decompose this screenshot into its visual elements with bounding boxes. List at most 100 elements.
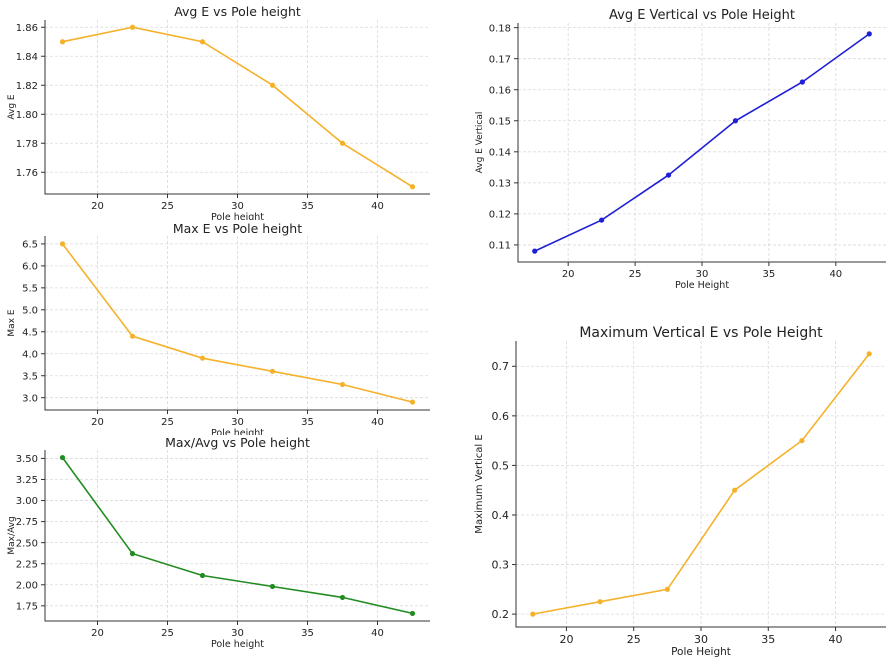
y-tick-label: 0.13 <box>489 178 511 189</box>
y-tick-label: 0.15 <box>489 116 511 127</box>
x-tick-label: 25 <box>161 201 174 212</box>
data-point <box>409 399 416 405</box>
data-point <box>59 454 66 461</box>
y-tick-label: 6.0 <box>22 261 38 272</box>
x-tick-label: 30 <box>231 201 244 212</box>
x-tick-label: 35 <box>763 269 776 280</box>
x-tick-label: 25 <box>629 269 642 280</box>
y-tick-label: 3.50 <box>16 454 38 465</box>
y-tick-label: 4.5 <box>22 327 38 338</box>
x-tick-label: 25 <box>627 633 641 646</box>
x-axis-label: Pole height <box>211 428 264 435</box>
y-tick-label: 0.16 <box>489 85 511 96</box>
axis-frame <box>515 341 886 628</box>
chart-max-vertical-e: 20 25 30 35 40 0.2 0.3 0.4 0.5 0.6 0.7 Maximum Vert… <box>474 325 886 658</box>
y-axis-label: Avg E <box>7 94 17 120</box>
y-tick-label: 0.12 <box>489 209 511 220</box>
data-point <box>599 217 605 223</box>
data-point <box>532 248 538 254</box>
series-line <box>61 243 413 403</box>
x-tick-label: 40 <box>371 417 384 428</box>
y-axis-label: Max E <box>7 309 17 336</box>
y-tick-label: 5.0 <box>22 305 38 316</box>
y-tick-label: 0.5 <box>492 459 510 472</box>
y-tick-label: 4.0 <box>22 349 38 360</box>
data-point <box>866 351 872 357</box>
data-point <box>530 611 536 617</box>
x-tick-label: 35 <box>301 417 314 428</box>
y-tick-label: 0.4 <box>492 509 510 522</box>
gridlines <box>518 23 886 262</box>
y-tick-label: 0.7 <box>492 360 510 373</box>
x-tick-label: 40 <box>829 633 843 646</box>
chart-avg-e: 20 25 30 35 40 1.76 1.78 1.80 1.82 1.84 1.86 Avg E … <box>7 4 430 220</box>
data-point <box>665 172 672 178</box>
x-tick-label: 20 <box>562 269 575 280</box>
y-tick-label: 2.25 <box>16 559 38 570</box>
series-line <box>532 353 870 615</box>
data-point <box>732 118 739 124</box>
y-tick-label: 1.75 <box>16 601 38 612</box>
x-tick-label: 30 <box>696 269 709 280</box>
axis-frame <box>44 20 430 195</box>
y-tick-label: 1.76 <box>16 168 38 179</box>
axis-frame <box>44 236 430 411</box>
y-tick-label: 0.14 <box>489 147 511 158</box>
gridlines <box>45 450 430 621</box>
chart-title: Max E vs Pole height <box>173 221 302 236</box>
chart-max-e: 20 25 30 35 40 3.0 3.5 4.0 4.5 5.0 5.5 6.0 6.5 Max E … <box>7 221 430 435</box>
data-point <box>866 31 872 37</box>
x-tick-label: 35 <box>301 628 314 639</box>
y-axis-label: Avg E Vertical <box>475 112 485 174</box>
data-point <box>732 487 738 493</box>
x-tick-label: 40 <box>829 269 842 280</box>
data-point <box>269 82 276 88</box>
data-point <box>59 39 66 45</box>
y-tick-label: 1.80 <box>16 110 38 121</box>
data-point <box>799 438 805 444</box>
y-axis-label: Max/Avg <box>7 516 17 554</box>
y-tick-label: 1.84 <box>16 52 38 63</box>
x-tick-label: 30 <box>231 417 244 428</box>
y-tick-label: 6.5 <box>22 240 38 251</box>
data-point <box>664 586 670 592</box>
y-tick-label: 0.18 <box>489 23 511 34</box>
x-tick-label: 40 <box>371 628 384 639</box>
y-tick-label: 3.0 <box>22 393 38 404</box>
y-tick-label: 3.25 <box>16 475 38 486</box>
data-point <box>339 140 346 146</box>
y-tick-label: 0.11 <box>489 241 511 252</box>
chart-title: Max/Avg vs Pole height <box>165 435 310 450</box>
y-tick-label: 1.82 <box>16 81 38 92</box>
data-point <box>339 381 346 388</box>
y-tick-label: 1.86 <box>16 23 38 34</box>
data-point <box>339 594 346 601</box>
data-point <box>59 241 66 247</box>
y-tick-label: 0.6 <box>492 410 510 423</box>
x-tick-label: 25 <box>161 628 174 639</box>
chart-title: Avg E Vertical vs Pole Height <box>609 8 795 23</box>
chart-avg-e-vertical: 20 25 30 35 40 0.11 0.12 0.13 0.14 0.15 0.16 0.17 0.… <box>475 8 886 290</box>
gridlines <box>45 236 430 410</box>
x-axis-label: Pole Height <box>671 646 731 658</box>
y-axis-label: Maximum Vertical E <box>474 434 485 533</box>
x-tick-label: 20 <box>91 201 104 212</box>
data-point <box>129 551 136 557</box>
gridlines <box>45 20 430 194</box>
y-tick-label: 3.00 <box>16 496 38 507</box>
data-point <box>199 572 206 579</box>
x-tick-label: 35 <box>301 201 314 212</box>
data-point <box>269 583 276 590</box>
x-axis-label: Pole height <box>211 639 264 650</box>
y-tick-label: 2.50 <box>16 538 38 549</box>
y-tick-label: 0.2 <box>492 608 510 621</box>
x-tick-label: 30 <box>231 628 244 639</box>
x-tick-label: 35 <box>761 633 775 646</box>
x-tick-label: 40 <box>371 201 384 212</box>
axis-frame <box>44 450 430 622</box>
data-point <box>409 184 416 190</box>
y-tick-label: 5.5 <box>22 283 38 294</box>
data-point <box>597 599 603 605</box>
y-tick-label: 2.00 <box>16 580 38 591</box>
data-point <box>199 39 206 45</box>
